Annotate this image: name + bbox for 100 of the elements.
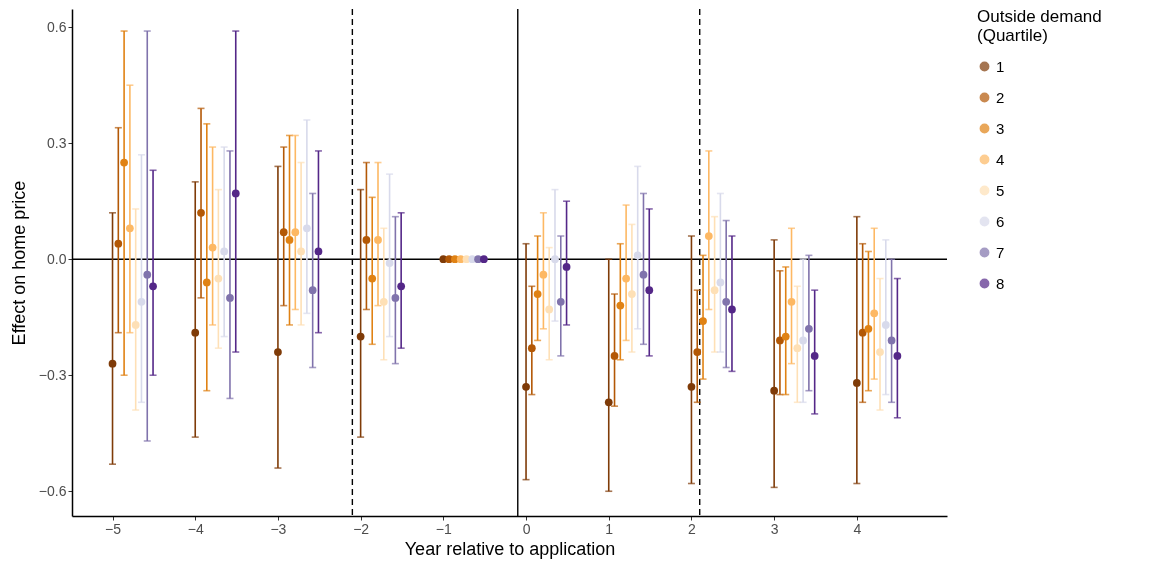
point: [639, 270, 648, 279]
point: [462, 255, 471, 264]
x-tick-label: −5: [105, 520, 122, 537]
point: [876, 348, 884, 356]
point: [397, 282, 406, 291]
point: [881, 321, 890, 329]
point: [126, 224, 134, 233]
point: [214, 274, 223, 283]
x-tick-label: 2: [688, 520, 697, 537]
x-tick-label: −4: [187, 520, 204, 537]
legend-label: 4: [996, 150, 1005, 168]
point: [274, 348, 282, 356]
point: [279, 228, 288, 237]
point: [710, 286, 719, 295]
point: [622, 274, 630, 283]
point: [870, 309, 879, 318]
point: [208, 243, 217, 252]
point: [197, 208, 205, 217]
point: [687, 382, 696, 391]
point: [539, 270, 548, 279]
legend-label: 7: [996, 243, 1005, 261]
x-tick-label: −2: [353, 520, 370, 537]
x-tick-label: −3: [270, 520, 287, 537]
point: [314, 247, 323, 256]
point: [149, 282, 157, 291]
point: [893, 352, 902, 360]
point: [704, 232, 713, 240]
point: [776, 336, 784, 345]
point: [610, 352, 619, 360]
x-axis-title: Year relative to application: [404, 538, 616, 559]
x-tick-label: 3: [770, 520, 779, 537]
point: [799, 336, 807, 345]
legend-label: 2: [996, 88, 1005, 106]
point: [545, 305, 554, 314]
point: [226, 294, 234, 302]
point: [191, 328, 200, 337]
point: [556, 297, 565, 306]
y-tick-label: −0.3: [38, 366, 67, 383]
point: [858, 328, 867, 337]
y-tick-label: 0.3: [47, 134, 67, 151]
point: [781, 332, 790, 341]
point: [793, 344, 802, 353]
point: [356, 332, 365, 341]
point: [693, 348, 702, 356]
point: [562, 263, 571, 271]
point: [303, 224, 311, 233]
point: [527, 344, 536, 353]
point: [770, 386, 779, 395]
x-tick-label: 0: [522, 520, 531, 537]
legend-label: 5: [996, 181, 1005, 199]
point: [368, 274, 377, 283]
legend-label: 6: [996, 212, 1005, 230]
point: [297, 247, 305, 256]
point: [810, 352, 819, 360]
point: [522, 382, 530, 391]
point: [887, 336, 896, 345]
point: [114, 239, 123, 248]
point: [699, 317, 707, 325]
point: [391, 294, 400, 302]
legend-title: Outside demand (Quartile): [977, 7, 1102, 45]
point: [308, 286, 317, 295]
point: [479, 255, 488, 264]
point: [137, 297, 146, 306]
y-tick-label: −0.6: [38, 482, 67, 499]
point: [202, 278, 211, 287]
x-tick-label: 1: [605, 520, 614, 537]
y-axis-title: Effect on home price: [8, 180, 29, 346]
point: [716, 278, 725, 287]
point: [852, 379, 861, 387]
point: [633, 251, 642, 260]
point: [291, 228, 300, 237]
point: [616, 301, 625, 310]
point: [864, 324, 873, 333]
legend-label: 1: [996, 57, 1005, 75]
point: [728, 305, 736, 314]
point: [379, 297, 388, 306]
point: [787, 297, 796, 306]
x-tick-label: −1: [435, 520, 453, 537]
legend-label: 3: [996, 119, 1005, 137]
point: [374, 236, 382, 244]
point: [722, 297, 731, 306]
point: [385, 259, 394, 267]
point: [551, 255, 559, 264]
point: [645, 286, 654, 295]
point: [604, 398, 613, 407]
point: [131, 321, 140, 329]
x-tick-label: 4: [853, 520, 862, 537]
y-tick-label: 0.6: [47, 18, 67, 35]
point: [120, 158, 128, 167]
point: [628, 290, 636, 298]
point: [108, 359, 117, 368]
point: [143, 270, 152, 279]
point: [220, 247, 229, 256]
point: [362, 236, 371, 244]
legend-label: 8: [996, 274, 1005, 292]
point: [231, 189, 240, 198]
point: [285, 236, 294, 244]
y-tick-label: 0.0: [47, 250, 67, 267]
point: [805, 324, 813, 333]
point: [533, 290, 542, 298]
